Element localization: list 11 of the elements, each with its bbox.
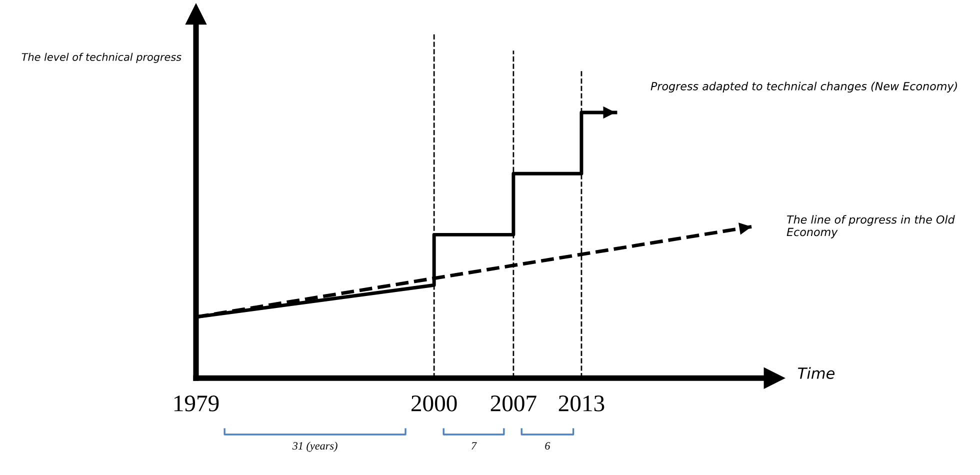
x-axis-title: Time — [798, 367, 835, 380]
text: 7 — [472, 442, 477, 450]
x-tick-label: 2013 — [558, 395, 604, 412]
x-tick-label: 2000 — [412, 395, 457, 412]
y-axis-title: The level of technical progress — [22, 52, 182, 63]
text: 6 — [545, 442, 550, 450]
text: Progress adapted to technical changes (New Economy) — [650, 82, 957, 93]
x-tick-label: 1979 — [174, 396, 219, 412]
x-tick-label: 2007 — [490, 395, 536, 412]
text: 31 (years) — [292, 442, 338, 452]
text: The line of progress in the Old Economy — [786, 215, 955, 238]
